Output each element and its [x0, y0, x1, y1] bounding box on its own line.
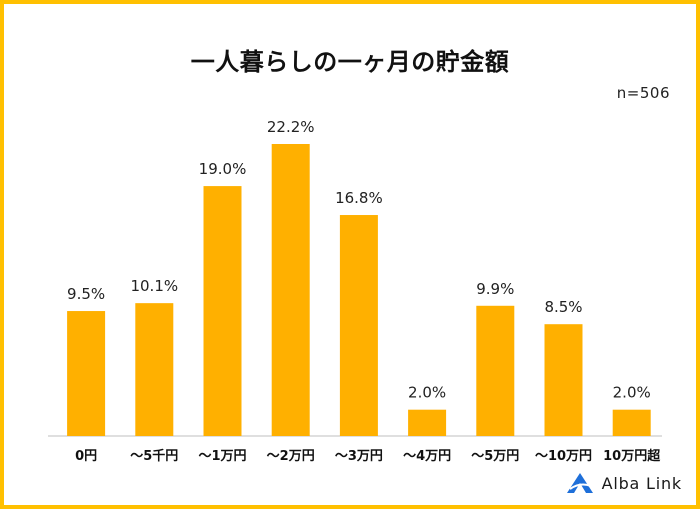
bar-value-label: 2.0%	[408, 384, 446, 402]
bar	[476, 305, 515, 436]
category-label: 10万円超	[603, 448, 661, 464]
category-label: 0円	[75, 449, 97, 464]
category-label: ～2万円	[267, 449, 315, 464]
bar	[203, 186, 242, 436]
bar	[544, 324, 583, 436]
alba-link-logo-icon	[566, 473, 593, 493]
category-label: ～3万円	[335, 449, 383, 464]
bar	[408, 409, 447, 436]
bar-value-label: 9.5%	[67, 285, 105, 303]
bar-value-label: 8.5%	[544, 298, 582, 316]
category-label: ～5千円	[130, 448, 178, 464]
bar	[135, 303, 174, 436]
bar-value-label: 10.1%	[130, 277, 178, 295]
bar-value-label: 9.9%	[476, 280, 514, 298]
bar	[67, 311, 106, 436]
bar-chart: 9.5% 0円 10.1% ～5千円 19.0% ～1万円 22.2% ～2万円 16.8% ～3…	[48, 118, 662, 464]
bar-value-label: 22.2%	[267, 118, 315, 136]
category-label: ～5万円	[471, 449, 519, 464]
bar	[271, 144, 310, 436]
chart-title: 一人暮らしの一ヶ月の貯金額	[190, 48, 510, 76]
category-label: ～10万円	[535, 449, 592, 464]
category-label: ～4万円	[403, 449, 451, 464]
category-label: ～1万円	[198, 449, 246, 464]
bar	[339, 215, 378, 436]
bar	[612, 409, 651, 436]
bar-value-label: 2.0%	[613, 384, 651, 402]
brand-name: Alba Link	[601, 473, 682, 493]
sample-size-label: n=506	[616, 84, 670, 102]
brand-logo: Alba Link	[565, 471, 682, 495]
bar-value-label: 16.8%	[335, 189, 383, 207]
bar-value-label: 19.0%	[199, 160, 247, 178]
